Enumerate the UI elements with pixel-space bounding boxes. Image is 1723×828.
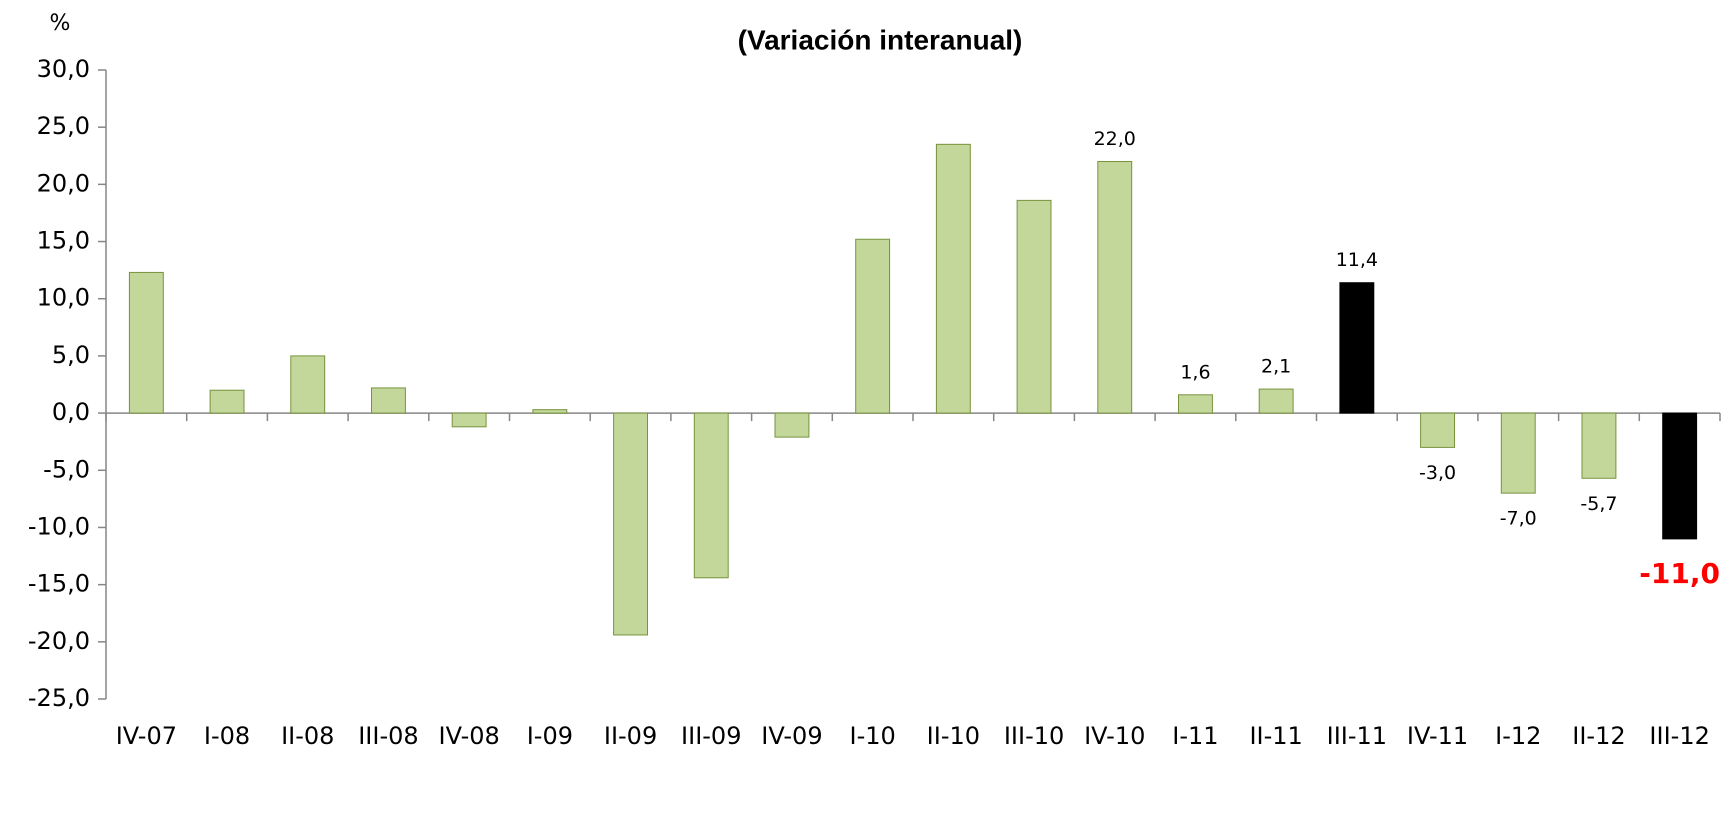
value-label: 2,1 (1261, 356, 1291, 378)
bar (775, 413, 809, 437)
y-axis-label: % (50, 11, 71, 36)
y-tick-label: -5,0 (43, 455, 90, 483)
y-tick-label: -20,0 (28, 627, 90, 655)
x-tick-label: I-09 (527, 722, 573, 750)
bar (1340, 283, 1374, 413)
bar (129, 272, 163, 413)
y-tick-label: -15,0 (28, 570, 90, 598)
x-tick-label: IV-07 (116, 722, 177, 750)
bar (1179, 395, 1213, 413)
x-tick-label: III-10 (1004, 722, 1064, 750)
x-tick-label: IV-08 (439, 722, 500, 750)
bar (1582, 413, 1616, 478)
bar (1663, 413, 1697, 539)
y-tick-label: 5,0 (52, 341, 90, 369)
y-tick-label: -25,0 (28, 684, 90, 712)
bar (372, 388, 406, 413)
bar (694, 413, 728, 578)
x-tick-label: II-11 (1249, 722, 1302, 750)
x-tick-label: III-08 (358, 722, 418, 750)
x-tick-label: I-10 (850, 722, 896, 750)
y-tick-label: 30,0 (37, 55, 90, 83)
value-label: -11,0 (1639, 557, 1720, 590)
y-tick-label: 20,0 (37, 169, 90, 197)
x-tick-label: III-12 (1649, 722, 1709, 750)
x-tick-label: II-12 (1572, 722, 1625, 750)
value-label: 11,4 (1336, 249, 1378, 271)
x-tick-label: IV-10 (1084, 722, 1145, 750)
bar (452, 413, 486, 427)
chart-title: (Variación interanual) (738, 24, 1023, 55)
value-label: 22,0 (1094, 128, 1136, 150)
x-tick-label: II-08 (281, 722, 334, 750)
bar (1017, 200, 1051, 413)
value-label: -7,0 (1500, 508, 1537, 530)
y-tick-label: 15,0 (37, 227, 90, 255)
value-label: 1,6 (1180, 361, 1210, 383)
x-tick-label: II-09 (604, 722, 657, 750)
value-label: -5,7 (1580, 493, 1617, 515)
bar (936, 144, 970, 413)
x-tick-label: I-12 (1495, 722, 1541, 750)
x-tick-label: III-09 (681, 722, 741, 750)
bar (1501, 413, 1535, 493)
y-tick-label: 0,0 (52, 398, 90, 426)
x-tick-label: I-11 (1172, 722, 1218, 750)
bar (1421, 413, 1455, 447)
bar (291, 356, 325, 413)
x-tick-label: III-11 (1327, 722, 1387, 750)
bar (533, 410, 567, 413)
bar (210, 390, 244, 413)
value-label: -3,0 (1419, 462, 1456, 484)
bar (1098, 161, 1132, 413)
y-tick-label: -10,0 (28, 512, 90, 540)
chart: % (Variación interanual) -25,0 -20,0 -15,0… (0, 0, 1723, 824)
bar (614, 413, 648, 635)
x-tick-label: IV-09 (761, 722, 822, 750)
bar (1259, 389, 1293, 413)
bar (856, 239, 890, 413)
x-tick-label: IV-11 (1407, 722, 1468, 750)
x-tick-label: II-10 (927, 722, 980, 750)
x-tick-label: I-08 (204, 722, 250, 750)
y-tick-label: 10,0 (37, 284, 90, 312)
y-tick-label: 25,0 (37, 112, 90, 140)
